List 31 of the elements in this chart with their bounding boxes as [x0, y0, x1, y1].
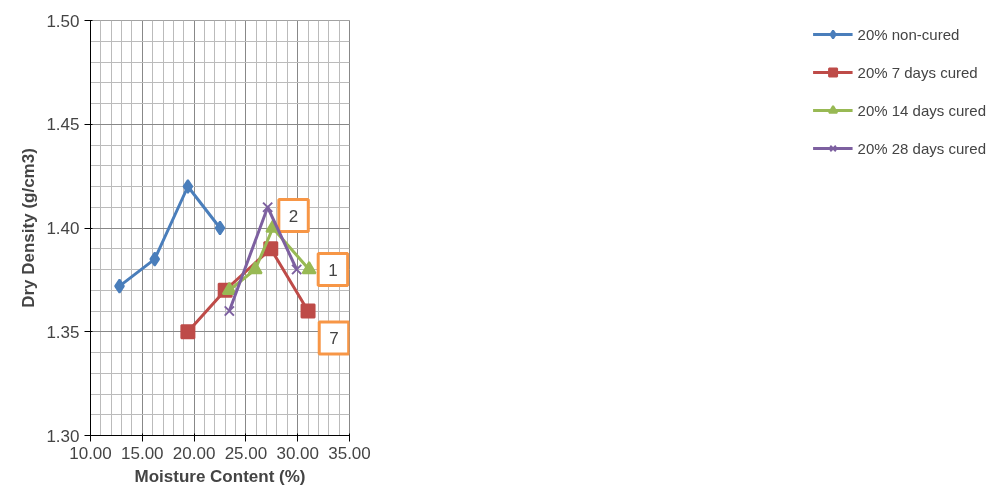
x-tick-label: 20.00 [172, 443, 216, 463]
point [214, 220, 226, 236]
legend-label: 20% 14 days cured [857, 101, 986, 119]
point [291, 263, 303, 276]
y-axis-title: Dry Density (g/cm3) [19, 148, 39, 308]
annotation: 2 [288, 206, 299, 226]
y-tick-label: 1.50 [46, 11, 80, 31]
annotation: 1 [328, 260, 338, 280]
point [300, 303, 316, 319]
point [149, 251, 161, 267]
point [223, 305, 235, 317]
x-tick-label: 10.00 [69, 443, 112, 463]
x-tick-label: 15.00 [121, 443, 164, 463]
point [262, 201, 274, 213]
point [182, 179, 194, 194]
point [180, 324, 196, 340]
legend-label: 20% non-cured [857, 25, 960, 43]
annotation: 7 [329, 328, 339, 348]
x-tick-label: 35.00 [328, 443, 371, 463]
x-tick-label: 30.00 [276, 443, 319, 463]
point [247, 260, 263, 275]
legend-label: 20% 7 days cured [857, 63, 978, 81]
y-tick-label: 1.40 [46, 219, 80, 238]
point [221, 281, 237, 295]
y-tick-label: 1.45 [46, 115, 80, 135]
legend-label: 20% 28 days cured [857, 139, 986, 157]
x-axis-title: Moisture Content (%) [134, 466, 306, 486]
y-tick-label: 1.35 [46, 322, 80, 342]
point [301, 260, 317, 275]
x-tick-label: 25.00 [224, 443, 268, 463]
y-tick-label: 1.30 [46, 426, 80, 446]
